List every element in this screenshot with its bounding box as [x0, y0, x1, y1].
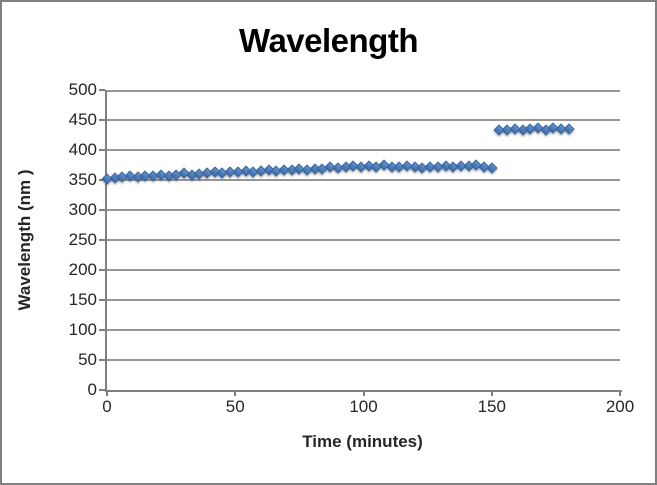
- y-axis-tick: [99, 389, 105, 391]
- x-axis-tick: [490, 392, 493, 396]
- x-tick-label: 100: [349, 397, 378, 416]
- x-axis-tick: [106, 392, 108, 396]
- y-axis-tick: [99, 299, 105, 301]
- plot-area: [105, 90, 622, 392]
- y-axis-tick: [99, 149, 105, 151]
- x-tick-label: 0: [102, 397, 112, 416]
- gridline: [107, 269, 620, 271]
- y-tick-label: 450: [68, 110, 97, 129]
- y-axis-title-box: Wavelength (nm ): [4, 90, 48, 390]
- x-tick-label: 150: [477, 397, 506, 416]
- y-axis-tick: [99, 239, 105, 241]
- x-axis-tick: [619, 392, 621, 396]
- y-axis-tick: [99, 119, 105, 121]
- gridline: [107, 239, 620, 241]
- gridline: [107, 119, 620, 121]
- gridline: [107, 149, 620, 151]
- gridline: [107, 299, 620, 301]
- y-axis-tick: [99, 269, 105, 271]
- y-tick-label: 300: [68, 200, 97, 219]
- y-tick-label: 250: [68, 230, 97, 249]
- y-axis-tick: [99, 329, 105, 331]
- gridline: [107, 179, 620, 181]
- y-axis-title: Wavelength (nm ): [15, 169, 34, 311]
- y-tick-label: 400: [68, 140, 97, 159]
- gridline: [107, 90, 620, 92]
- y-tick-label: 50: [78, 350, 97, 369]
- y-tick-label: 150: [68, 290, 97, 309]
- gridline: [107, 359, 620, 361]
- y-tick-label: 200: [68, 260, 97, 279]
- x-axis-tick: [234, 392, 237, 396]
- y-tick-label: 0: [87, 380, 97, 399]
- x-tick-label: 200: [605, 397, 635, 416]
- x-tick-label: 50: [225, 397, 245, 416]
- y-tick-label: 350: [68, 170, 97, 189]
- gridline: [107, 209, 620, 211]
- y-tick-label: 100: [68, 320, 97, 339]
- y-axis-tick: [99, 89, 105, 91]
- y-axis-tick: [99, 359, 105, 361]
- gridline: [107, 329, 620, 331]
- x-axis-tick: [362, 392, 365, 396]
- y-tick-label: 500: [68, 80, 97, 99]
- y-axis-tick: [99, 209, 105, 211]
- x-axis-title: Time (minutes): [302, 432, 423, 451]
- chart-title: Wavelength: [239, 22, 418, 59]
